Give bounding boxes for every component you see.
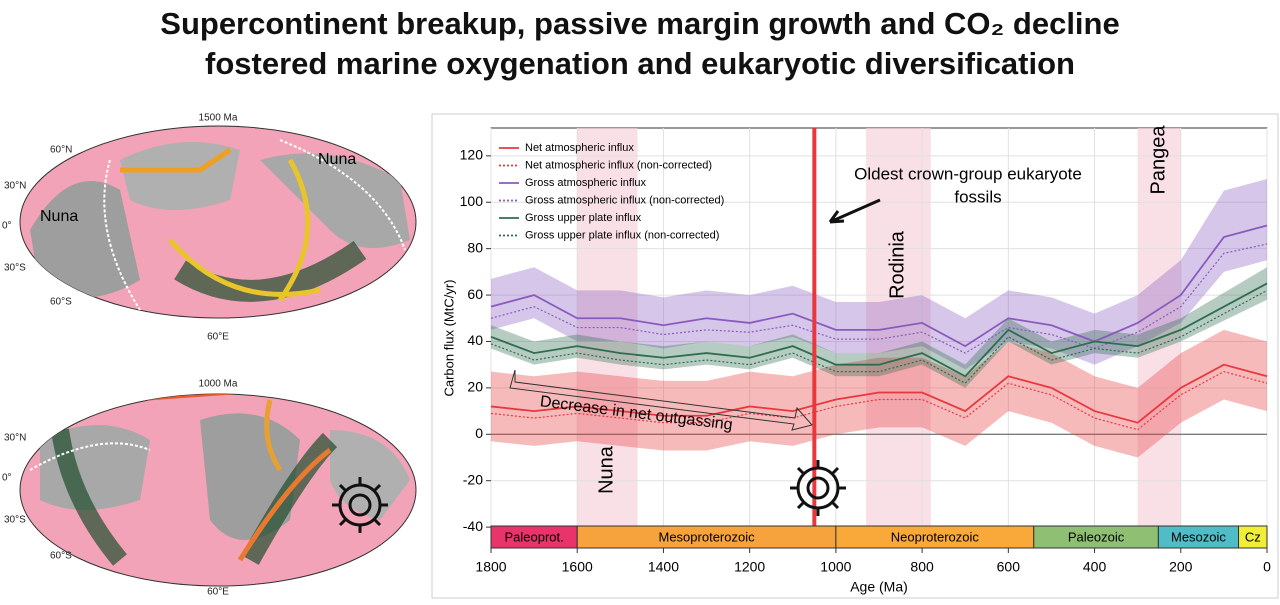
fossil-icon (332, 477, 388, 533)
lat-label: 60°S (50, 297, 72, 308)
annotation: Oldest crown-group eukaryote (854, 164, 1082, 183)
fossil-icon (790, 460, 846, 516)
map-title: 1000 Ma (199, 379, 238, 390)
lat-label: 30°N (4, 181, 26, 192)
lat-label: 30°S (4, 263, 26, 274)
x-tick-label: 0 (1263, 559, 1271, 575)
series-line (490, 282, 1268, 378)
x-tick-label: 1800 (475, 559, 506, 575)
lat-label: 30°N (4, 433, 26, 444)
region-label: Nuna (40, 208, 78, 225)
lon-label: 60°E (207, 587, 229, 598)
series-line (490, 289, 1268, 384)
era-label: Cz (1245, 529, 1261, 544)
legend-label: Gross atmospheric influx (525, 177, 647, 189)
chart: Nuna Rodinia Pangea Paleoprot. Mesoproterozo… (441, 125, 1271, 595)
x-tick-label: 1600 (562, 559, 593, 575)
x-tick-label: 1400 (648, 559, 679, 575)
fossil-icon-ring (806, 476, 830, 500)
x-tick-label: 400 (1083, 559, 1107, 575)
y-tick-label: 80 (467, 239, 483, 255)
era-label: Paleoprot. (504, 529, 563, 544)
x-tick-label: 1000 (820, 559, 851, 575)
map-features (30, 139, 410, 311)
era (1238, 525, 1268, 549)
era-label: Neoproterozoic (891, 529, 980, 544)
lat-label: 60°S (50, 551, 72, 562)
span (577, 128, 638, 548)
lon-label: 60°E (207, 332, 229, 343)
lat-label: 0° (2, 221, 12, 232)
era-label: Mesoproterozoic (659, 529, 756, 544)
y-tick-label: -20 (463, 471, 483, 487)
y-tick-label: 20 (467, 379, 483, 395)
map-1500: 1500 Ma 60°N 30°N 0° 30°S 60°S 60°E Nuna… (2, 113, 417, 343)
title-line: fostered marine oxygenation and eukaryot… (205, 46, 1075, 81)
title-line: Supercontinent breakup, passive margin g… (160, 6, 1119, 41)
span (866, 128, 931, 548)
span-label: Nuna (596, 445, 618, 494)
series-line (490, 371, 1268, 431)
x-axis-label: Age (Ma) (850, 579, 908, 595)
fossil-icon-spokes (790, 460, 846, 516)
x-tick-label: 1200 (734, 559, 765, 575)
lat-label: 30°S (4, 515, 26, 526)
era-label: Mesozoic (1171, 529, 1226, 544)
series-line (490, 224, 1268, 348)
y-tick-label: 120 (460, 147, 484, 163)
y-tick-label: 100 (460, 193, 484, 209)
uncertainty-band (491, 267, 1267, 388)
annotation-arrow (828, 198, 881, 224)
x-tick-label: 600 (997, 559, 1021, 575)
annotation: fossils (954, 187, 1001, 206)
lat-label: 0° (2, 473, 12, 484)
span-label: Rodinia (887, 230, 909, 299)
chart-frame (431, 113, 1279, 599)
series-line (490, 243, 1268, 354)
legend-label: Net atmospheric influx (non-corrected) (525, 159, 712, 171)
series-line (490, 363, 1268, 424)
era-label: Paleozoic (1068, 529, 1125, 544)
y-tick-label: 60 (467, 286, 483, 302)
map-1000: 1000 Ma 30°N 0° 30°S 60°S 60°E (2, 379, 417, 598)
y-tick-label: 0 (475, 425, 483, 441)
map-features (29, 394, 410, 566)
y-axis-label: Carbon flux (MtC/yr) (441, 279, 456, 396)
legend-label: Gross upper plate influx (525, 212, 642, 224)
legend-label: Gross atmospheric influx (non-corrected) (525, 194, 724, 206)
span-label: Pangea (1148, 125, 1170, 195)
x-tick-label: 200 (1169, 559, 1193, 575)
uncertainty-band (491, 329, 1267, 458)
map-title: 1500 Ma (199, 113, 238, 124)
lat-label: 60°N (50, 145, 72, 156)
annotation-arrow (509, 369, 813, 431)
x-tick-label: 800 (910, 559, 934, 575)
legend-label: Gross upper plate influx (non-corrected) (525, 229, 719, 241)
y-tick-label: 40 (467, 332, 483, 348)
region-label: Nuna (318, 151, 356, 168)
legend-label: Net atmospheric influx (525, 142, 634, 154)
y-tick-label: -40 (463, 518, 483, 534)
